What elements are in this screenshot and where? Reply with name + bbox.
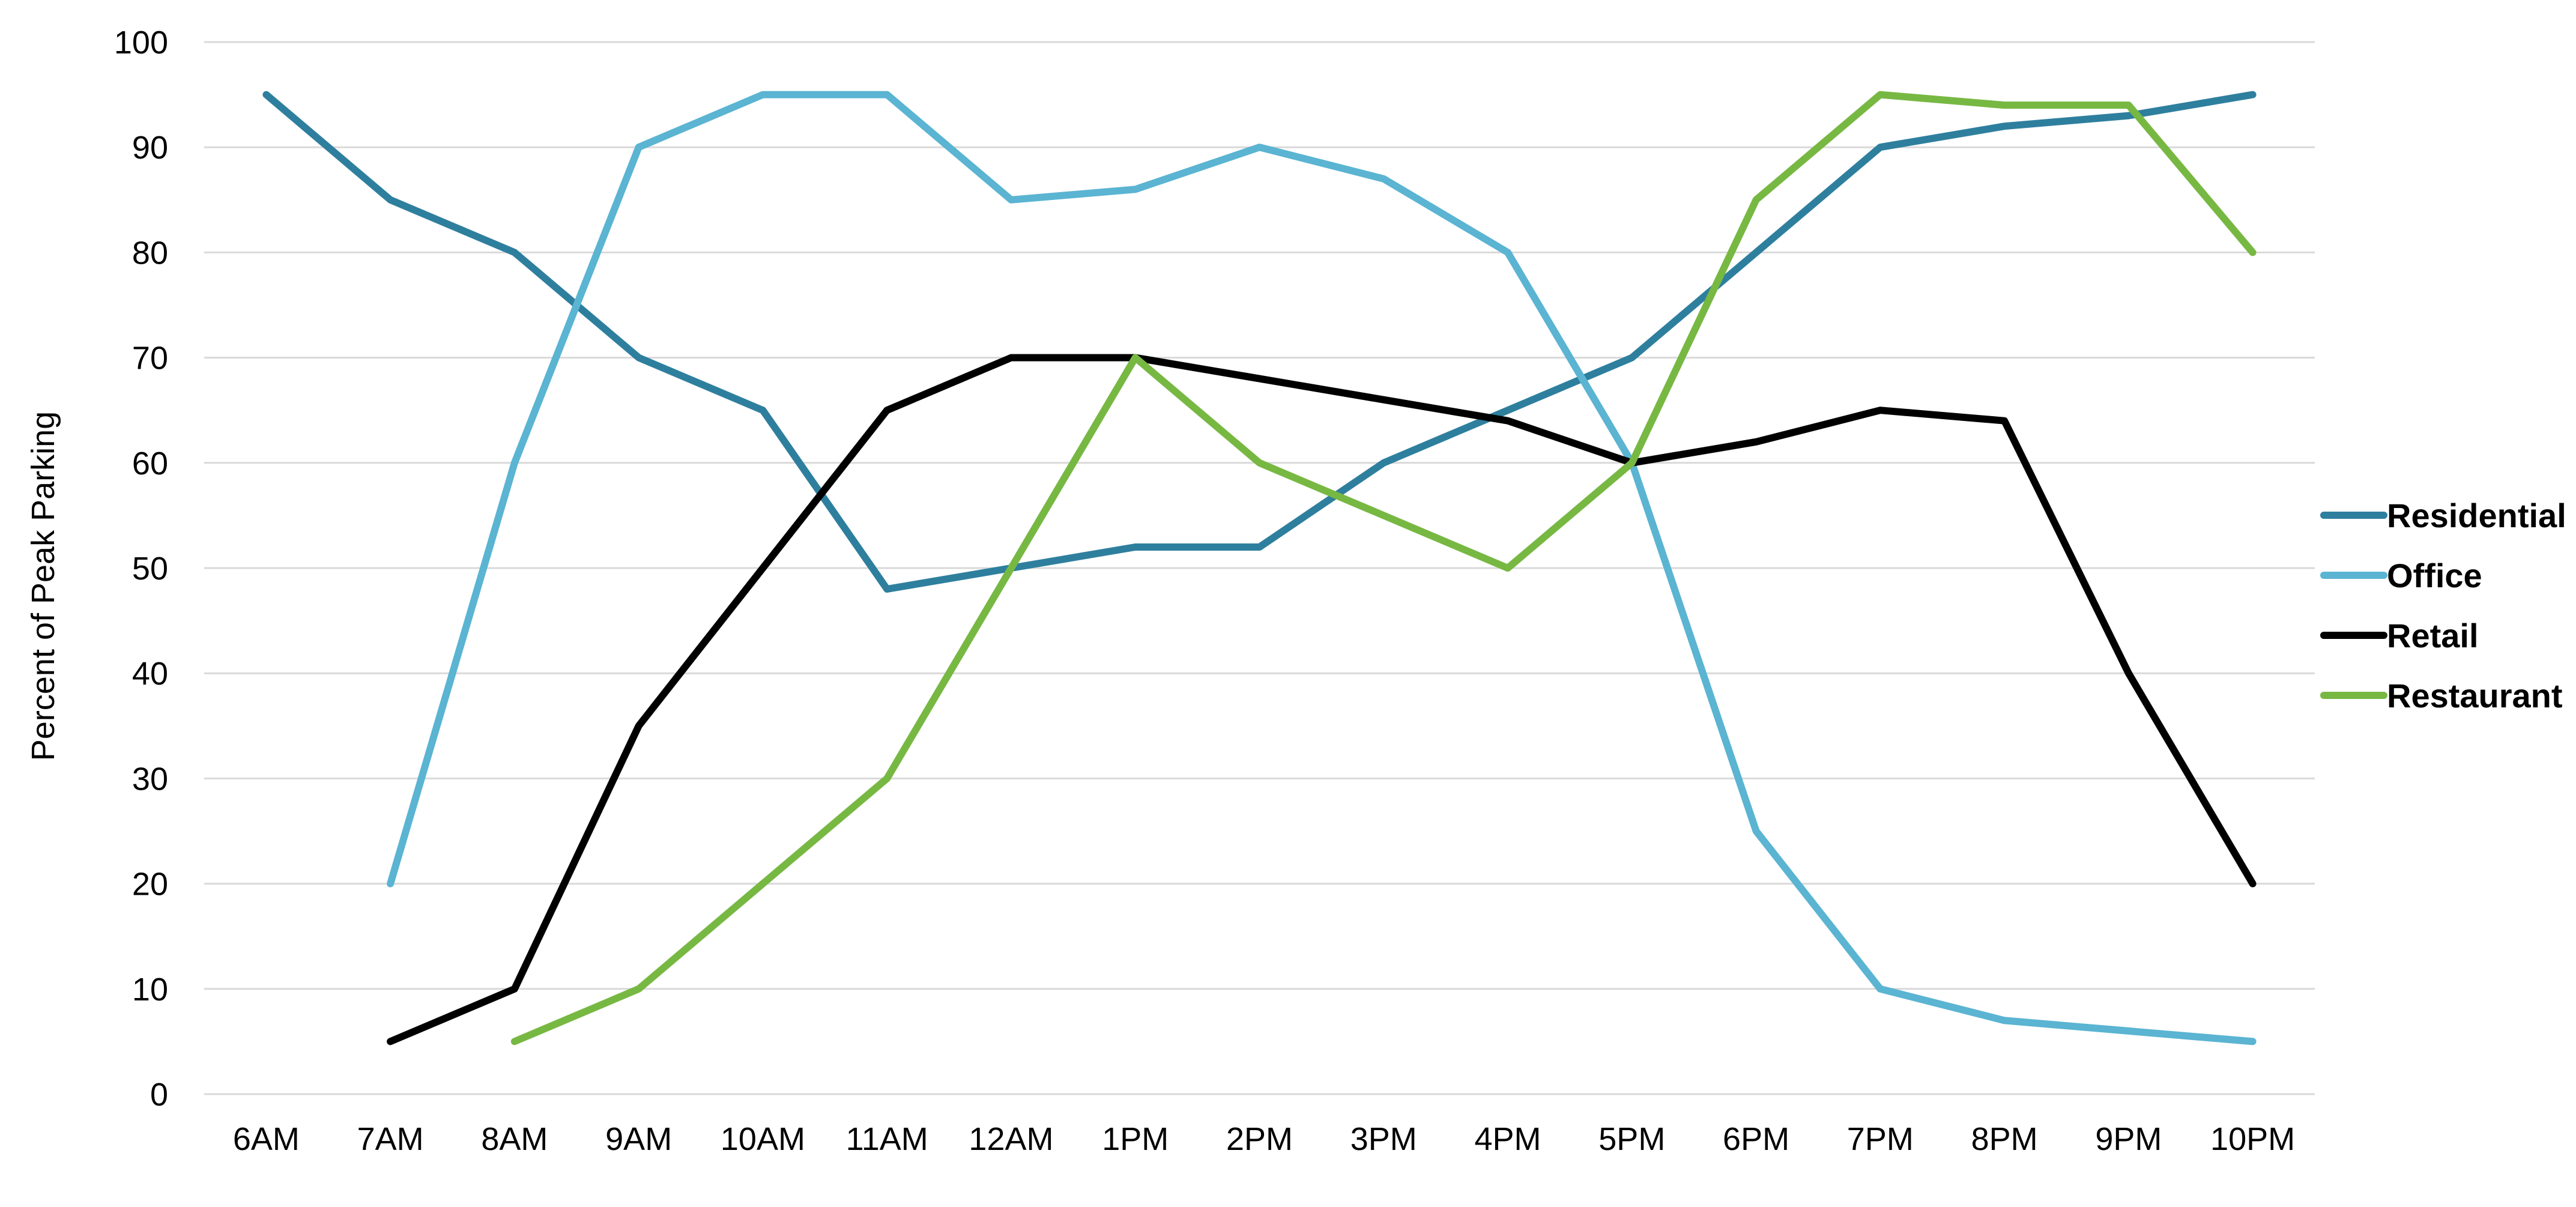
series-line-residential (262, 91, 2257, 593)
series-line-restaurant (510, 91, 2257, 1045)
x-tick-label: 4PM (1475, 1121, 1541, 1157)
legend-label-office: Office (2387, 557, 2482, 594)
legend-label-retail: Retail (2387, 617, 2479, 655)
y-tick-label: 60 (132, 446, 168, 482)
x-tick-label: 9PM (2095, 1121, 2162, 1157)
x-tick-label: 1PM (1102, 1121, 1169, 1157)
y-tick-label: 20 (132, 867, 168, 903)
y-tick-label: 70 (132, 340, 168, 377)
y-tick-label: 40 (132, 656, 168, 692)
series-line-retail (387, 354, 2257, 1045)
y-tick-label: 90 (132, 130, 168, 166)
x-tick-label: 7AM (357, 1121, 424, 1157)
gridlines (204, 41, 2315, 1095)
x-tick-label: 6PM (1723, 1121, 1789, 1157)
x-tick-label: 9AM (605, 1121, 672, 1157)
y-axis-title: Percent of Peak Parking (25, 411, 61, 761)
x-tick-label: 10PM (2210, 1121, 2295, 1157)
x-tick-label: 3PM (1350, 1121, 1417, 1157)
x-tick-label: 2PM (1226, 1121, 1293, 1157)
x-tick-label: 5PM (1598, 1121, 1665, 1157)
legend-label-restaurant: Restaurant (2387, 677, 2563, 715)
y-tick-label: 100 (114, 25, 168, 61)
x-tick-label: 10AM (721, 1121, 805, 1157)
x-tick-label: 12AM (969, 1121, 1053, 1157)
x-tick-label: 11AM (846, 1121, 928, 1157)
x-axis-tick-labels: 6AM 7AM 8AM 9AM 10AM 11AM 12AM 1PM 2PM 3PM 4PM 5PM 6… (233, 1121, 2295, 1157)
y-tick-label: 0 (150, 1077, 168, 1113)
y-tick-label: 50 (132, 551, 168, 587)
series-line-office (387, 91, 2257, 1045)
y-tick-label: 80 (132, 235, 168, 271)
y-tick-label: 30 (132, 761, 168, 797)
x-tick-label: 7PM (1847, 1121, 1914, 1157)
y-tick-label: 10 (132, 972, 168, 1008)
legend: Residential Office Retail Restaurant (2320, 497, 2566, 715)
x-tick-label: 6AM (233, 1121, 300, 1157)
series-lines (262, 91, 2257, 1045)
y-axis-tick-labels: 0 10 20 30 40 50 60 70 80 90 100 (114, 25, 168, 1113)
legend-label-residential: Residential (2387, 497, 2566, 534)
x-tick-label: 8PM (1971, 1121, 2038, 1157)
x-tick-label: 8AM (481, 1121, 548, 1157)
